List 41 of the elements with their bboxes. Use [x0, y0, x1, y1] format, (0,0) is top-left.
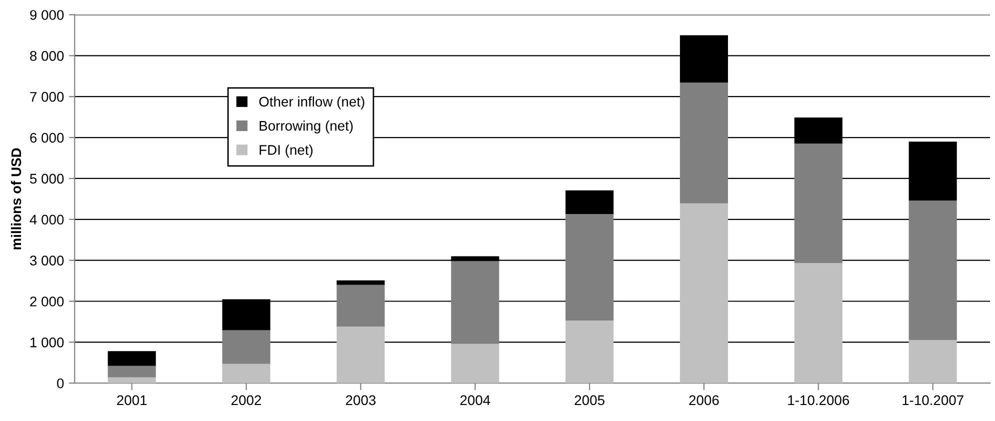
bar	[566, 214, 614, 320]
x-tick-label: 2002	[232, 395, 262, 406]
bar	[222, 330, 270, 364]
bar	[680, 82, 728, 204]
y-tick-label: 3 000	[30, 256, 64, 266]
bar	[222, 364, 270, 384]
y-tick-label: 7 000	[30, 92, 64, 102]
y-tick-label: 1 000	[30, 338, 64, 348]
bar	[336, 284, 385, 327]
bar	[336, 280, 385, 285]
y-tick-label: 2 000	[30, 296, 64, 306]
bar	[451, 261, 500, 344]
bar	[908, 340, 957, 384]
bar	[451, 344, 500, 384]
legend-label: FDI (net)	[260, 144, 313, 158]
x-tick-label: 2005	[574, 395, 604, 406]
bar	[566, 190, 614, 214]
bar	[566, 320, 614, 384]
bar	[108, 351, 156, 366]
x-tick-label: 2004	[460, 395, 490, 406]
bar	[794, 144, 842, 264]
x-tick-label: 1-10.2006	[788, 395, 850, 406]
legend-label: Borrowing (net)	[260, 120, 353, 134]
y-tick-label: 5 000	[30, 174, 64, 184]
y-axis-title: millions of USD	[10, 148, 22, 250]
bar	[908, 200, 957, 340]
y-tick-label: 6 000	[30, 132, 64, 143]
y-tick-label: 9 000	[30, 10, 64, 20]
bar	[794, 263, 842, 384]
bar	[108, 366, 156, 378]
y-tick-label: 8 000	[30, 51, 64, 61]
x-tick-label: 2001	[117, 395, 147, 406]
x-tick-label: 2006	[689, 395, 719, 406]
y-tick-label: 4 000	[30, 214, 64, 225]
bar	[336, 326, 385, 384]
x-tick-label: 2003	[346, 395, 376, 406]
bar	[680, 203, 728, 384]
x-tick-label: 1-10.2007	[902, 395, 964, 406]
legend-label: Other inflow (net)	[259, 96, 364, 110]
bar	[108, 377, 156, 384]
y-tick-label: 0	[57, 378, 64, 388]
